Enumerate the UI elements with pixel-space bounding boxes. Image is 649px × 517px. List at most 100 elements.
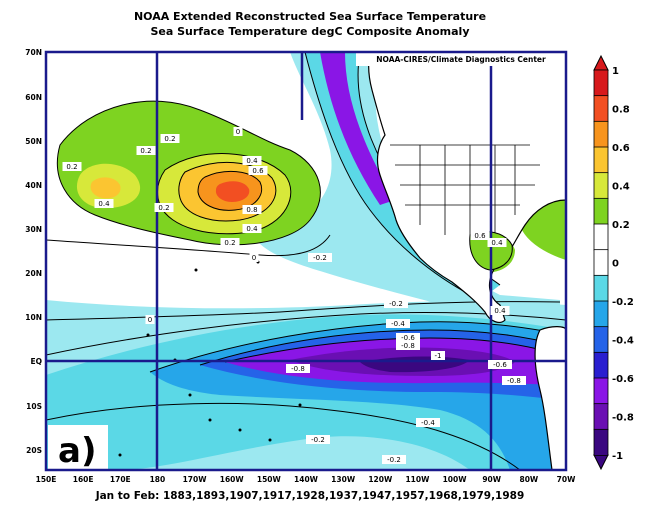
lat-label: 20N <box>25 269 42 278</box>
colorbar-bottom-arrow <box>593 454 609 471</box>
colorbar-swatch <box>593 403 609 431</box>
field-coast-purple <box>320 52 395 205</box>
contour-label-bg <box>487 238 507 247</box>
colorbar-tick-label: 0.6 <box>612 143 630 154</box>
south-america-land <box>534 326 566 470</box>
contour-label-bg <box>306 435 330 444</box>
contour-label: -0.8 <box>507 377 521 385</box>
lon-label: 100W <box>443 475 468 484</box>
contour-label: 0.2 <box>158 204 169 212</box>
contour-label: -0.2 <box>387 456 401 464</box>
colorbar-swatch <box>593 95 609 123</box>
contour-label-bg <box>62 162 82 171</box>
contour-label-bg <box>242 205 262 214</box>
lon-label: 180 <box>150 475 166 484</box>
map-subtitle: Sea Surface Temperature degC Composite A… <box>150 25 470 38</box>
lon-label: 90W <box>482 475 501 484</box>
lat-label: 10S <box>26 402 42 411</box>
colorbar-swatch <box>593 249 609 277</box>
colorbar-tick-label: 0.8 <box>612 105 630 116</box>
lon-label: 160W <box>220 475 245 484</box>
contour-label-bg <box>416 418 440 427</box>
map-frame <box>44 50 568 472</box>
lon-label: 160E <box>73 475 94 484</box>
panel-label-box <box>48 425 108 469</box>
contour-label-bg <box>431 351 445 360</box>
colorbar-swatch <box>593 351 609 379</box>
lat-label: 60N <box>25 93 42 102</box>
contour-label: 0.2 <box>164 135 175 143</box>
lat-label: 10N <box>25 313 42 322</box>
contour-label: -0.6 <box>401 334 415 342</box>
contour-label-bg <box>242 224 262 233</box>
colorbar-tick-label: 1 <box>612 66 619 77</box>
colorbar-tick-label: 0.4 <box>612 182 630 193</box>
contour-label-bg <box>384 299 408 308</box>
colorbar-swatch <box>593 300 609 328</box>
lat-label: 40N <box>25 181 42 190</box>
contour-label: 0.2 <box>140 147 151 155</box>
contour-label-bg <box>145 315 155 324</box>
contour-label: 0.4 <box>246 157 258 165</box>
colorbar-swatch <box>593 428 609 456</box>
lon-label: 150W <box>257 475 282 484</box>
colorbar-swatch <box>593 120 609 148</box>
contour-label: -0.4 <box>391 320 405 328</box>
field-yellow-west <box>90 177 121 199</box>
contour-label: -1 <box>435 352 442 360</box>
contour-label: 0.6 <box>252 167 264 175</box>
lon-label: 110W <box>405 475 430 484</box>
contour-label-bg <box>286 364 310 373</box>
longitude-labels: 150E 160E 170E 180 170W 160W 150W 140W 130W 120W 1… <box>36 475 576 484</box>
colorbar-swatch <box>593 69 609 97</box>
contour-label-bg <box>470 231 490 240</box>
credit-text: NOAA-CIRES/Climate Diagnostics Center <box>376 55 546 64</box>
lon-label: 150E <box>36 475 57 484</box>
contour-label-bg <box>490 306 510 315</box>
contour-label-bg <box>249 253 259 262</box>
lat-label: 70N <box>25 48 42 57</box>
contour-label: -0.6 <box>493 361 507 369</box>
colorbar-swatch <box>593 146 609 174</box>
colorbar-swatch <box>593 172 609 200</box>
lon-label: 130W <box>331 475 356 484</box>
contour-label: 0.4 <box>98 200 110 208</box>
contour-label-bg <box>502 376 526 385</box>
latitude-labels: 70N 60N 50N 40N 30N 20N 10N EQ 10S 20S <box>25 48 42 455</box>
contour-label-bg <box>308 253 332 262</box>
contour-label: 0.4 <box>494 307 506 315</box>
panel-label: a) <box>58 431 96 471</box>
colorbar-swatch <box>593 274 609 302</box>
contour-label-bg <box>233 127 243 136</box>
lon-label: 70W <box>557 475 576 484</box>
colorbar-swatch <box>593 326 609 354</box>
lon-label: 170W <box>183 475 208 484</box>
lon-label: 140W <box>294 475 319 484</box>
pacific-islands <box>93 260 302 457</box>
contour-label: -0.2 <box>389 300 403 308</box>
colorbar-swatch <box>593 377 609 405</box>
colorbar-tick-label: -0.6 <box>612 374 634 385</box>
contour-label-bg <box>160 134 180 143</box>
contour-label: 0.2 <box>66 163 77 171</box>
credit-box <box>356 52 566 66</box>
contour-label-bg <box>488 360 512 369</box>
contour-label: 0 <box>148 316 152 324</box>
contour-label-bg <box>396 341 420 350</box>
map-title: NOAA Extended Reconstructed Sea Surface … <box>133 10 487 23</box>
lat-label: 20S <box>26 446 42 455</box>
contour-labels: 0.2 0.2 0.2 0.4 0 0.4 0.6 0.8 0.4 0.2 0.2 0 -0.2 0 -0.… <box>62 127 526 464</box>
contour-label: -0.4 <box>421 419 435 427</box>
contour-label: 0.4 <box>246 225 258 233</box>
contour-label: -0.8 <box>401 342 415 350</box>
state-borders <box>390 144 540 240</box>
contour-label-bg <box>396 333 420 342</box>
contour-label-bg <box>136 146 156 155</box>
anomaly-field: 0.2 0.2 0.2 0.4 0 0.4 0.6 0.8 0.4 0.2 0.2 0 -0.2 0 -0.… <box>46 52 566 471</box>
colorbar-tick-label: -1 <box>612 451 623 462</box>
lat-label: EQ <box>31 357 43 366</box>
contour-label-bg <box>382 455 406 464</box>
lon-label: 170E <box>110 475 131 484</box>
contour-label: 0.6 <box>474 232 486 240</box>
